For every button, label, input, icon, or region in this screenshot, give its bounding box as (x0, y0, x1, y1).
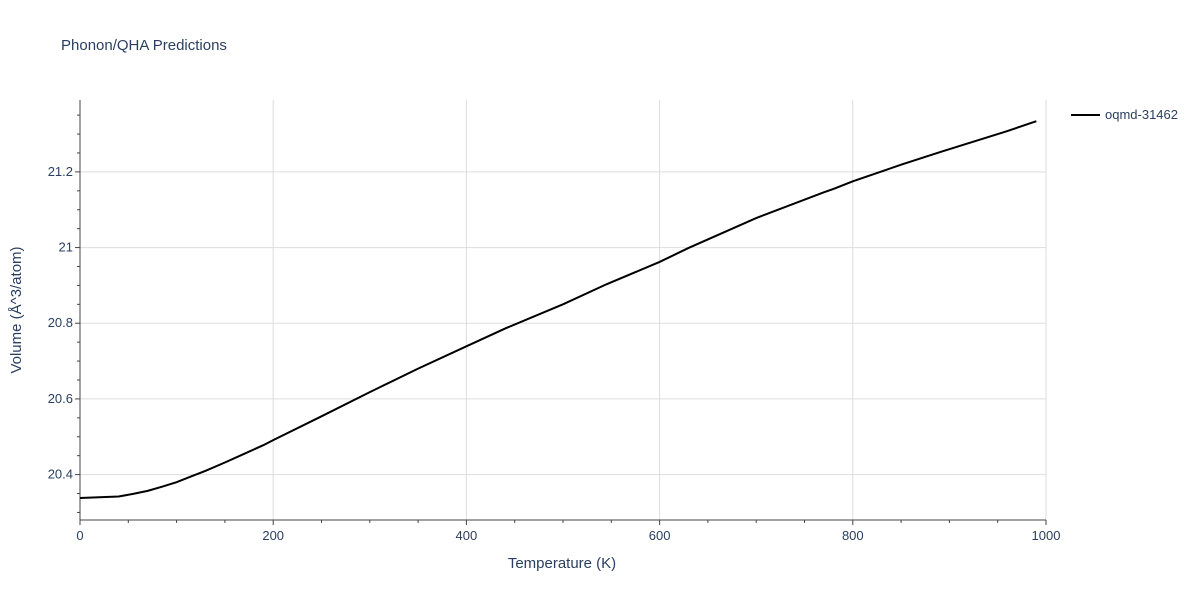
x-tick-label: 400 (456, 528, 478, 543)
y-tick-label: 20.8 (48, 315, 73, 330)
legend-label: oqmd-31462 (1105, 107, 1178, 122)
x-tick-label: 0 (76, 528, 83, 543)
y-tick-label: 20.6 (48, 391, 73, 406)
y-tick-label: 21 (59, 240, 73, 255)
y-axis-title: Volume (Å^3/atom) (8, 246, 25, 373)
x-tick-label: 200 (262, 528, 284, 543)
ticks: 0 200 400 600 800 1000 20.4 20.6 20.8 21 21.2 (48, 114, 1061, 543)
grid (80, 100, 1047, 520)
axes (79, 100, 1046, 521)
x-tick-label: 1000 (1032, 528, 1061, 543)
x-tick-label: 600 (649, 528, 671, 543)
x-tick-label: 800 (842, 528, 864, 543)
legend[interactable]: oqmd-31462 (1071, 107, 1178, 122)
series-line-oqmd-31462 (79, 120, 1037, 500)
y-tick-label: 21.2 (48, 164, 73, 179)
chart-title: Phonon/QHA Predictions (61, 37, 227, 54)
y-tick-label: 20.4 (48, 467, 73, 482)
x-axis-title: Temperature (K) (508, 555, 616, 572)
